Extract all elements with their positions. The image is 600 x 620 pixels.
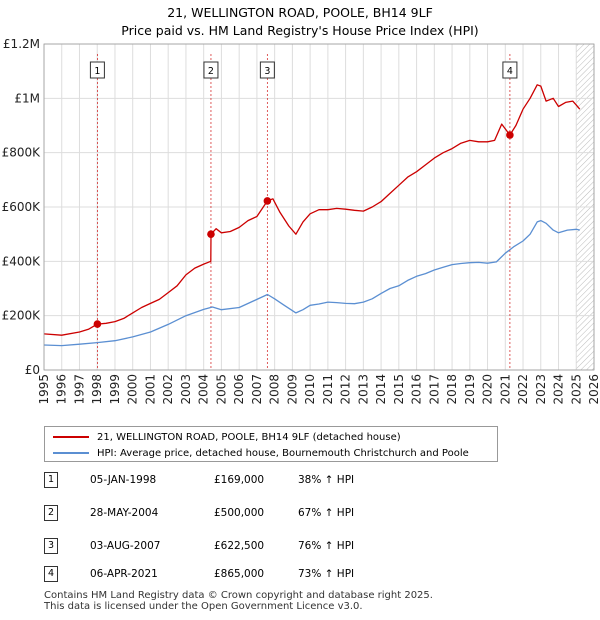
sale-number-badge: 4 <box>44 566 58 582</box>
y-tick-label: £800K <box>2 146 42 160</box>
sale-price: £169,000 <box>214 474 265 486</box>
x-tick-label: 2025 <box>569 374 583 405</box>
legend-item-hpi: HPI: Average price, detached house, Bour… <box>53 445 469 461</box>
y-tick-label: £600K <box>2 200 42 214</box>
sale-point <box>263 197 272 205</box>
x-tick-label: 2017 <box>427 374 441 405</box>
x-tick-label: 2000 <box>126 374 140 405</box>
x-tick-label: 2005 <box>214 374 228 405</box>
footer-line-copyright: Contains HM Land Registry data © Crown c… <box>44 590 433 601</box>
y-tick-label: £200K <box>2 309 42 323</box>
legend-label-hpi: HPI: Average price, detached house, Bour… <box>97 447 469 459</box>
sale-date: 06-APR-2021 <box>90 568 158 580</box>
footer-line-licence: This data is licensed under the Open Gov… <box>44 601 363 612</box>
legend: 21, WELLINGTON ROAD, POOLE, BH14 9LF (de… <box>44 426 498 462</box>
chart-subtitle: Price paid vs. HM Land Registry's House … <box>121 23 479 38</box>
x-tick-label: 2026 <box>587 374 600 405</box>
property-price-line <box>43 84 581 336</box>
y-tick-label: £400K <box>2 254 42 268</box>
chart-title-block: 21, WELLINGTON ROAD, POOLE, BH14 9LF Pri… <box>0 4 600 40</box>
x-tick-label: 1996 <box>55 374 69 405</box>
sale-marker-label: 3 <box>264 66 270 77</box>
sale-number-badge: 2 <box>44 505 58 521</box>
x-tick-label: 2021 <box>498 374 512 405</box>
sale-row: 2 28-MAY-2004 £500,000 67% ↑ HPI <box>44 505 424 523</box>
y-tick-label: £1.2M <box>3 37 40 51</box>
legend-item-property: 21, WELLINGTON ROAD, POOLE, BH14 9LF (de… <box>53 429 401 445</box>
sale-number-badge: 1 <box>44 472 58 488</box>
x-tick-label: 2010 <box>303 374 317 405</box>
sale-hpi-change: 76% ↑ HPI <box>298 540 355 552</box>
sale-hpi-change: 67% ↑ HPI <box>298 507 355 519</box>
x-tick-label: 2016 <box>410 374 424 405</box>
legend-label-property: 21, WELLINGTON ROAD, POOLE, BH14 9LF (de… <box>97 431 401 443</box>
sale-number-badge: 3 <box>44 538 58 554</box>
x-tick-label: 2020 <box>481 374 495 405</box>
x-tick-label: 2011 <box>321 374 335 405</box>
legend-swatch-hpi <box>53 452 89 454</box>
sale-point <box>207 230 215 238</box>
sale-row: 4 06-APR-2021 £865,000 73% ↑ HPI <box>44 566 424 584</box>
sale-point <box>93 320 102 328</box>
x-tick-label: 2023 <box>534 374 548 405</box>
y-tick-label: £0 <box>25 363 40 377</box>
sale-hpi-change: 73% ↑ HPI <box>298 568 355 580</box>
sale-marker-box <box>203 61 219 79</box>
sale-price: £622,500 <box>214 540 265 552</box>
sale-point <box>506 131 514 139</box>
x-tick-label: 2024 <box>552 374 566 405</box>
x-tick-label: 2001 <box>143 374 157 405</box>
sale-price: £865,000 <box>214 568 265 580</box>
x-tick-label: 2006 <box>232 374 246 405</box>
sale-date: 05-JAN-1998 <box>90 474 157 486</box>
sale-marker-label: 4 <box>507 66 513 77</box>
x-tick-label: 2002 <box>161 374 175 405</box>
x-tick-label: 2004 <box>197 374 211 405</box>
legend-swatch-property <box>53 436 89 438</box>
x-tick-label: 1998 <box>90 374 104 405</box>
x-tick-label: 1997 <box>72 374 86 405</box>
x-tick-label: 2007 <box>250 374 264 405</box>
plot-frame <box>43 43 595 371</box>
x-tick-label: 2012 <box>339 374 353 405</box>
x-tick-label: 2014 <box>374 374 388 405</box>
sale-marker-box <box>502 61 518 79</box>
x-tick-label: 2013 <box>356 374 370 405</box>
x-tick-label: 2003 <box>179 374 193 405</box>
sale-row: 1 05-JAN-1998 £169,000 38% ↑ HPI <box>44 472 424 490</box>
footer-attribution: Contains HM Land Registry data © Crown c… <box>44 590 433 612</box>
sale-row: 3 03-AUG-2007 £622,500 76% ↑ HPI <box>44 538 424 556</box>
chart-title: 21, WELLINGTON ROAD, POOLE, BH14 9LF <box>167 5 433 20</box>
hpi-line <box>43 219 580 347</box>
sale-date: 03-AUG-2007 <box>90 540 161 552</box>
y-tick-label: £1M <box>14 91 40 105</box>
sale-price: £500,000 <box>214 507 265 519</box>
x-tick-label: 2022 <box>516 374 530 405</box>
x-tick-label: 2018 <box>445 374 459 405</box>
x-tick-label: 2019 <box>463 374 477 405</box>
sale-hpi-change: 38% ↑ HPI <box>298 474 355 486</box>
x-tick-label: 2009 <box>285 374 299 405</box>
sale-marker-label: 2 <box>208 66 214 77</box>
sale-marker-label: 1 <box>94 66 100 77</box>
x-tick-label: 1999 <box>108 374 122 405</box>
sale-marker-box <box>259 61 275 79</box>
x-tick-label: 2015 <box>392 374 406 405</box>
x-tick-label: 1995 <box>37 374 51 405</box>
sale-marker-box <box>89 61 105 79</box>
sale-date: 28-MAY-2004 <box>90 507 159 519</box>
x-tick-label: 2008 <box>268 374 282 405</box>
